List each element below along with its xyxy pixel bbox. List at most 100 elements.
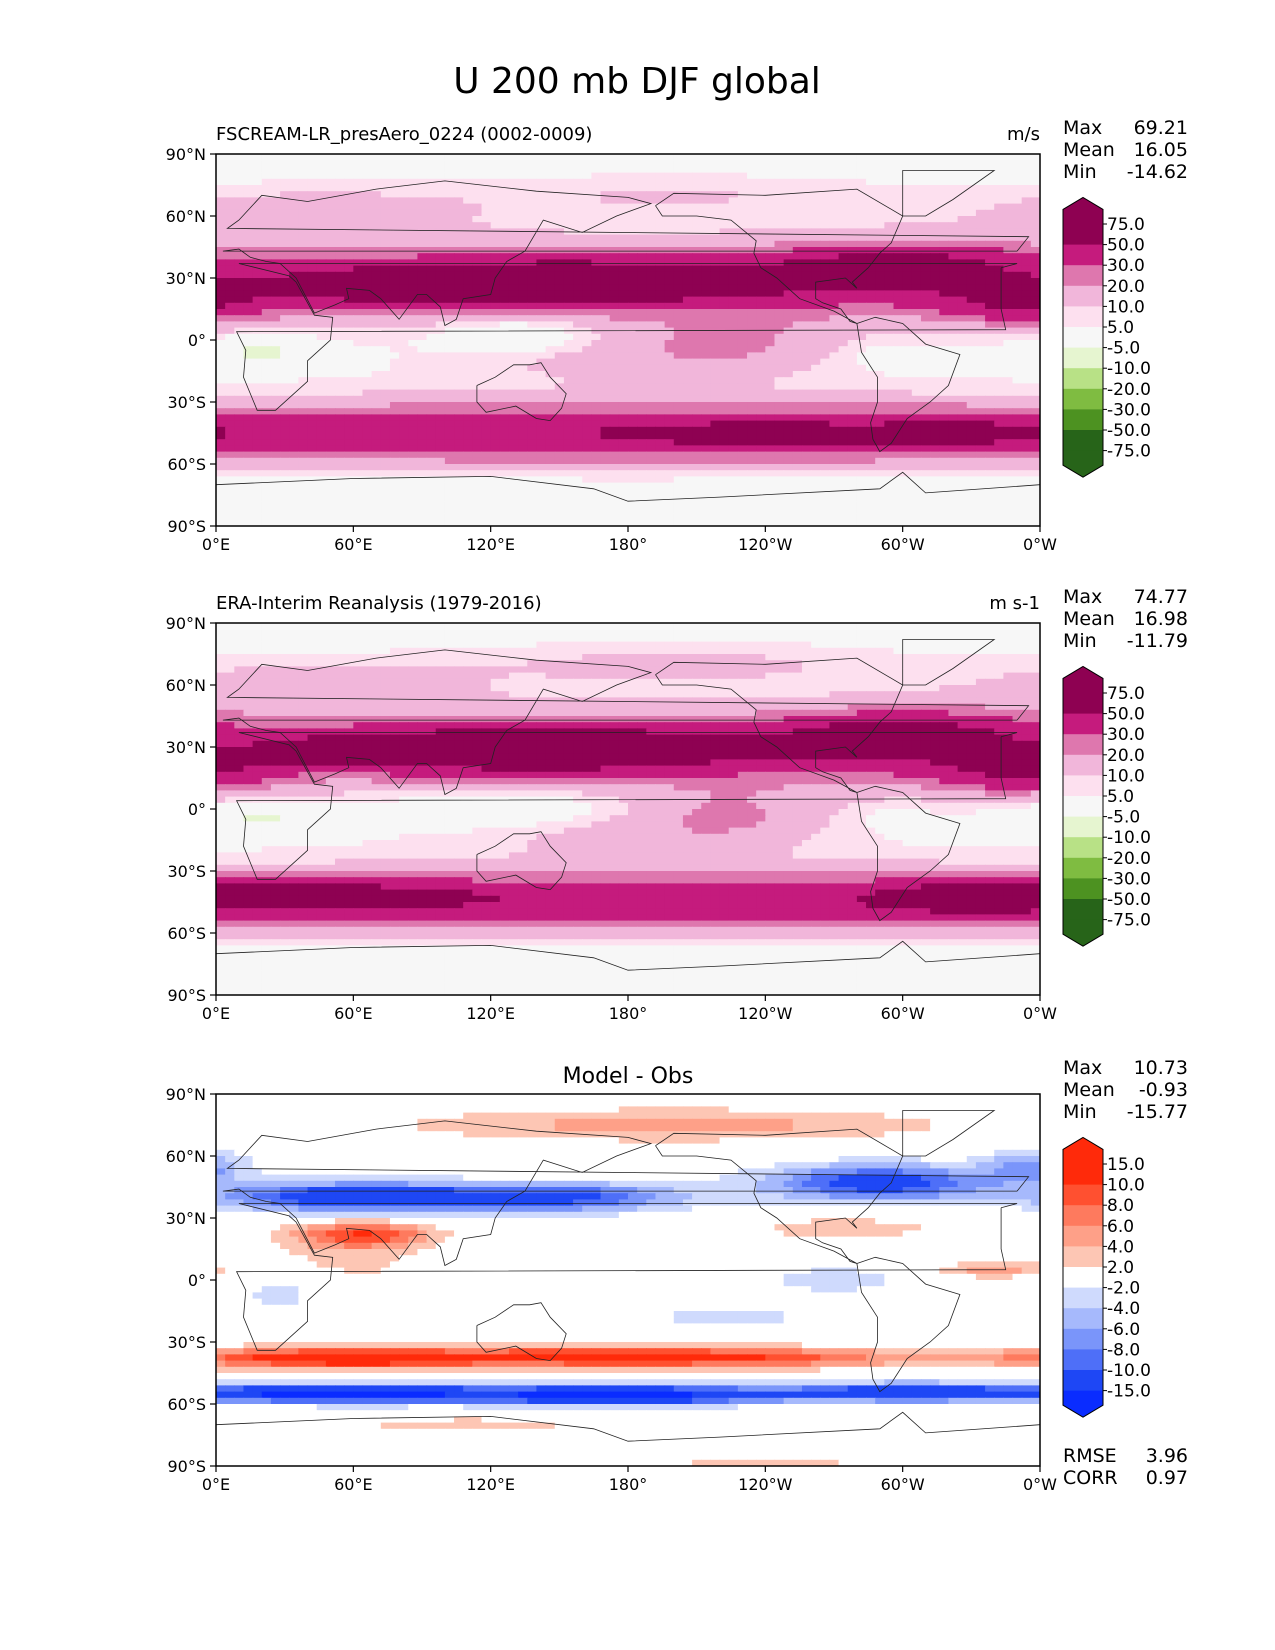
field-cell xyxy=(417,203,428,211)
field-cell xyxy=(866,290,876,298)
field-cell xyxy=(847,445,858,453)
field-cell xyxy=(307,178,318,186)
field-cell xyxy=(380,178,391,186)
field-cell xyxy=(499,197,510,205)
field-cell xyxy=(628,290,638,298)
field-cell xyxy=(692,203,702,211)
field-cell xyxy=(838,315,849,322)
field-cell xyxy=(399,271,409,279)
field-cell xyxy=(216,321,226,329)
field-cell xyxy=(701,371,711,378)
field-cell xyxy=(600,395,611,403)
field-cell xyxy=(591,166,602,174)
field-cell xyxy=(747,470,757,477)
field-cell xyxy=(994,284,1004,291)
field-cell xyxy=(472,234,483,242)
field-cell xyxy=(655,482,666,490)
field-cell xyxy=(591,333,602,341)
field-cell xyxy=(985,271,995,279)
field-cell xyxy=(728,408,739,415)
field-cell xyxy=(673,476,684,484)
field-cell xyxy=(866,346,876,353)
field-cell xyxy=(783,371,794,378)
field-cell xyxy=(225,333,235,341)
field-cell xyxy=(957,160,968,167)
field-cell xyxy=(344,414,354,422)
field-cell xyxy=(234,364,245,372)
field-cell xyxy=(618,383,629,391)
field-cell xyxy=(930,482,940,490)
field-cell xyxy=(307,185,318,192)
field-cell xyxy=(692,364,702,372)
field-cell xyxy=(399,315,409,322)
field-cell xyxy=(618,290,629,298)
field-cell xyxy=(847,340,858,347)
field-cell xyxy=(774,420,785,428)
field-cell xyxy=(591,457,602,465)
field-cell xyxy=(225,445,235,453)
field-cell xyxy=(728,457,739,465)
field-cell xyxy=(783,327,794,335)
field-cell xyxy=(344,433,354,440)
field-cell xyxy=(682,284,693,291)
field-cell xyxy=(335,451,345,459)
field-cell xyxy=(737,340,748,347)
field-cell xyxy=(1030,253,1040,260)
field-cell xyxy=(1012,172,1023,180)
field-cell xyxy=(563,408,574,415)
field-cell xyxy=(911,389,922,397)
field-cell xyxy=(756,445,766,453)
field-cell xyxy=(682,178,693,186)
field-cell xyxy=(939,383,950,391)
field-cell xyxy=(426,476,437,484)
field-cell xyxy=(362,395,373,403)
field-cell xyxy=(1012,309,1023,316)
field-cell xyxy=(225,284,235,291)
field-cell xyxy=(545,457,556,465)
field-cell xyxy=(225,426,235,434)
field-cell xyxy=(618,488,629,496)
field-cell xyxy=(756,302,766,310)
field-cell xyxy=(856,476,867,484)
field-cell xyxy=(499,216,510,223)
field-cell xyxy=(930,408,940,415)
field-cell xyxy=(737,265,748,273)
field-cell xyxy=(893,420,904,428)
field-cell xyxy=(1003,340,1014,347)
field-cell xyxy=(948,209,959,217)
field-cell xyxy=(664,284,675,291)
field-cell xyxy=(454,464,464,471)
field-cell xyxy=(417,488,428,496)
field-cell xyxy=(710,234,721,242)
field-cell xyxy=(335,414,345,422)
field-cell xyxy=(371,321,382,329)
field-cell xyxy=(673,488,684,496)
field-cell xyxy=(454,321,464,329)
field-cell xyxy=(710,445,721,453)
field-cell xyxy=(966,482,977,490)
field-cell xyxy=(270,265,281,273)
field-cell xyxy=(692,426,702,434)
field-cell xyxy=(444,439,455,446)
field-cell xyxy=(508,451,519,459)
field-cell xyxy=(563,352,574,360)
field-cell xyxy=(380,302,391,310)
field-cell xyxy=(389,222,400,229)
field-cell xyxy=(243,172,254,180)
field-cell xyxy=(930,247,940,254)
field-cell xyxy=(216,371,226,378)
field-cell xyxy=(216,495,226,502)
field-cell xyxy=(280,166,290,174)
field-cell xyxy=(508,222,519,229)
field-cell xyxy=(673,426,684,434)
field-cell xyxy=(362,358,373,366)
field-cell xyxy=(930,464,940,471)
field-cell xyxy=(920,420,931,428)
field-cell xyxy=(811,271,821,279)
field-cell xyxy=(444,178,455,186)
field-cell xyxy=(399,253,409,260)
field-cell xyxy=(847,402,858,409)
field-cell xyxy=(847,222,858,229)
field-cell xyxy=(747,371,757,378)
field-cell xyxy=(783,414,794,422)
